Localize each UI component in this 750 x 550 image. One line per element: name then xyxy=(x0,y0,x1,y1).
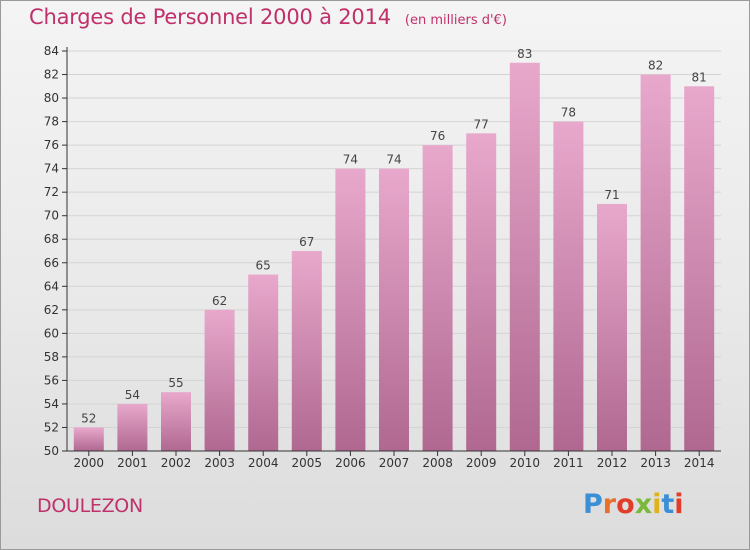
bar-2013 xyxy=(640,74,671,451)
y-tick-label: 84 xyxy=(44,44,59,58)
logo-letter: t xyxy=(661,489,675,520)
data-label: 82 xyxy=(648,59,663,73)
proxiti-logo[interactable]: Proxiti xyxy=(583,489,684,520)
y-tick-label: 50 xyxy=(44,444,59,458)
chart-title: Charges de Personnel 2000 à 2014 xyxy=(29,5,391,29)
logo-letter: x xyxy=(634,489,653,520)
data-label: 67 xyxy=(299,235,314,249)
x-tick-label: 2002 xyxy=(161,456,192,470)
bar-2014 xyxy=(684,86,715,451)
y-tick-label: 66 xyxy=(44,256,59,270)
x-tick-label: 2014 xyxy=(684,456,715,470)
data-label: 76 xyxy=(430,129,445,143)
data-label: 83 xyxy=(517,47,532,61)
y-tick-label: 62 xyxy=(44,303,59,317)
y-tick-label: 68 xyxy=(44,232,59,246)
bars xyxy=(73,62,715,452)
bar-2009 xyxy=(466,133,497,451)
y-tick-label: 72 xyxy=(44,185,59,199)
data-label: 54 xyxy=(125,388,140,402)
x-tick-label: 2004 xyxy=(248,456,279,470)
data-label: 78 xyxy=(561,106,576,120)
y-tick-label: 58 xyxy=(44,350,59,364)
x-tick-label: 2011 xyxy=(553,456,584,470)
bar-2007 xyxy=(379,168,409,451)
axes: 50 52 54 56 58 60 62 64 66 68 70 72 74 76 78 80 82 84 2000… xyxy=(44,44,721,470)
logo-letter: i xyxy=(674,489,684,520)
x-tick-label: 2001 xyxy=(117,456,148,470)
x-tick-label: 2008 xyxy=(422,456,453,470)
y-tick-label: 52 xyxy=(44,420,59,434)
data-label: 62 xyxy=(212,294,227,308)
data-label: 77 xyxy=(474,117,489,131)
x-tick-label: 2009 xyxy=(466,456,497,470)
y-tick-label: 70 xyxy=(44,209,59,223)
x-tick-label: 2013 xyxy=(640,456,671,470)
data-label: 74 xyxy=(386,153,401,167)
y-tick-label: 60 xyxy=(44,326,59,340)
bar-2010 xyxy=(509,62,540,451)
bar-2012 xyxy=(597,203,627,451)
x-tick-label: 2012 xyxy=(597,456,628,470)
data-label: 52 xyxy=(81,411,96,425)
x-tick-label: 2000 xyxy=(74,456,105,470)
logo-letter: r xyxy=(602,489,617,520)
labels: 52 54 55 62 65 67 74 74 76 77 83 78 71 82 81 xyxy=(81,47,707,426)
bar-2005 xyxy=(291,251,322,451)
logo-letter: o xyxy=(616,489,635,520)
y-tick-label: 74 xyxy=(44,162,59,176)
data-label: 55 xyxy=(168,376,183,390)
bar-2000 xyxy=(73,427,104,451)
bar-2006 xyxy=(335,168,366,451)
y-tick-label: 54 xyxy=(44,397,59,411)
y-tick-label: 56 xyxy=(44,373,59,387)
data-label: 65 xyxy=(256,259,271,273)
bar-2002 xyxy=(161,392,191,451)
bar-2003 xyxy=(204,309,235,451)
data-label: 74 xyxy=(343,153,358,167)
x-tick-label: 2005 xyxy=(292,456,323,470)
x-tick-label: 2010 xyxy=(510,456,541,470)
bar-2001 xyxy=(117,403,148,451)
chart-subtitle: (en milliers d'€) xyxy=(404,13,507,28)
y-tick-label: 76 xyxy=(44,138,59,152)
x-tick-label: 2003 xyxy=(204,456,235,470)
bar-2008 xyxy=(422,145,453,451)
bar-2011 xyxy=(553,121,584,452)
data-label: 81 xyxy=(692,70,707,84)
logo-letter: P xyxy=(583,489,603,520)
place-name: DOULEZON xyxy=(37,495,143,517)
y-tick-label: 80 xyxy=(44,91,59,105)
y-tick-label: 82 xyxy=(44,68,59,82)
title-row: Charges de Personnel 2000 à 2014 (en mill… xyxy=(29,5,507,29)
data-label: 71 xyxy=(604,188,619,202)
y-tick-label: 64 xyxy=(44,279,59,293)
logo-letter: i xyxy=(652,489,662,520)
x-tick-label: 2006 xyxy=(335,456,366,470)
y-tick-label: 78 xyxy=(44,115,59,129)
bar-2004 xyxy=(248,274,279,451)
x-tick-label: 2007 xyxy=(379,456,410,470)
